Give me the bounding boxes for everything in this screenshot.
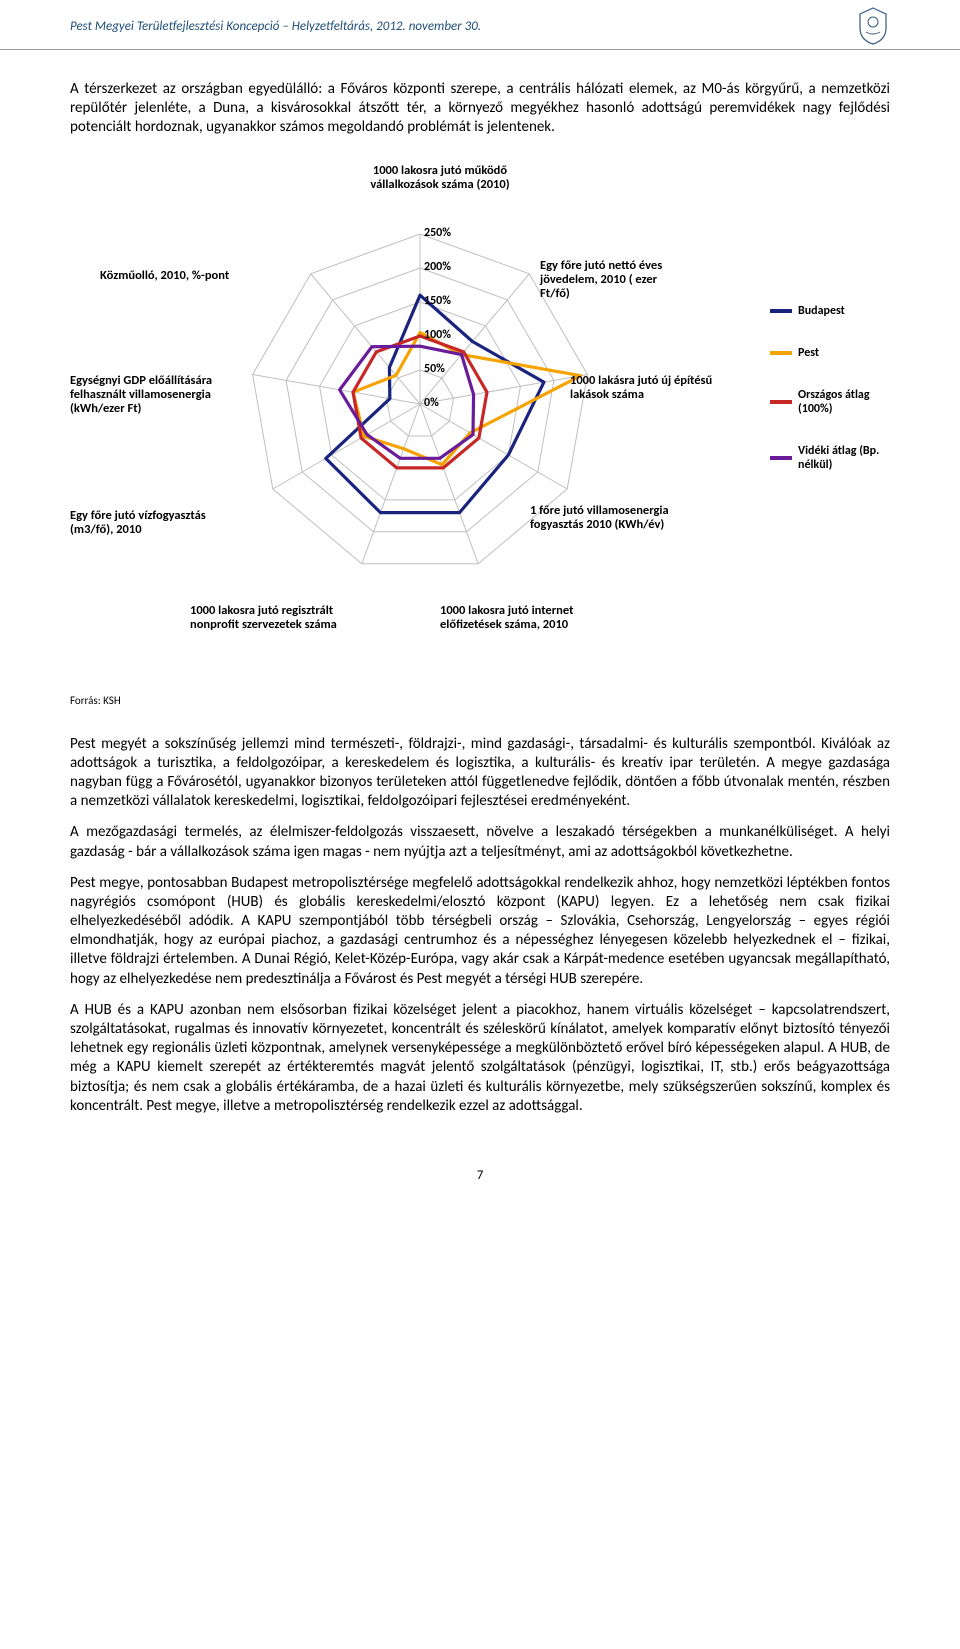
paragraph-3: A mezőgazdasági termelés, az élelmiszer-… (70, 823, 890, 861)
radar-svg (230, 194, 610, 614)
ring-label: 250% (424, 226, 451, 240)
axis-label: 1000 lakásra jutó új építésűlakások szám… (570, 374, 770, 403)
axis-label: 1000 lakosra jutó működővállalkozások sz… (330, 164, 550, 193)
ring-label: 150% (424, 294, 451, 308)
ring-label: 200% (424, 260, 451, 274)
ring-label: 0% (424, 396, 439, 410)
paragraph-4: Pest megye, pontosabban Budapest metropo… (70, 874, 890, 989)
axis-label: 1 főre jutó villamosenergiafogyasztás 20… (530, 504, 740, 533)
axis-label: Egységnyi GDP előállításárafelhasznált v… (70, 374, 265, 417)
radar-chart: 0% 50% 100% 150% 200% 250% 1000 lakosra jutó m… (70, 164, 890, 684)
legend: Budapest Pest Országos átlag (100%) Vidéki … (770, 304, 890, 500)
axis-label: Egy főre jutó nettó évesjövedelem, 2010 … (540, 259, 730, 302)
axis-label: 1000 lakosra jutó regisztráltnonprofit s… (190, 604, 410, 633)
running-header: Pest Megyei Területfejlesztési Koncepció… (70, 19, 481, 34)
ring-label: 50% (424, 362, 445, 376)
paragraph-5: A HUB és a KAPU azonban nem elsősorban f… (70, 1001, 890, 1116)
crest-icon (856, 6, 890, 46)
axis-label: 1000 lakosra jutó internetelőfizetések s… (440, 604, 660, 633)
ring-label: 100% (424, 328, 451, 342)
paragraph-1: A térszerkezet az országban egyedülálló:… (70, 80, 890, 138)
page-number: 7 (0, 1148, 960, 1193)
axis-label: Egy főre jutó vízfogyasztás(m3/fő), 2010 (70, 509, 270, 538)
chart-source: Forrás: KSH (70, 694, 890, 707)
legend-item: Országos átlag (100%) (770, 388, 890, 416)
legend-item: Pest (770, 346, 890, 360)
legend-item: Vidéki átlag (Bp. nélkül) (770, 444, 890, 472)
legend-item: Budapest (770, 304, 890, 318)
paragraph-2: Pest megyét a sokszínűség jellemzi mind … (70, 735, 890, 812)
axis-label: Közműolló, 2010, %-pont (100, 269, 270, 283)
